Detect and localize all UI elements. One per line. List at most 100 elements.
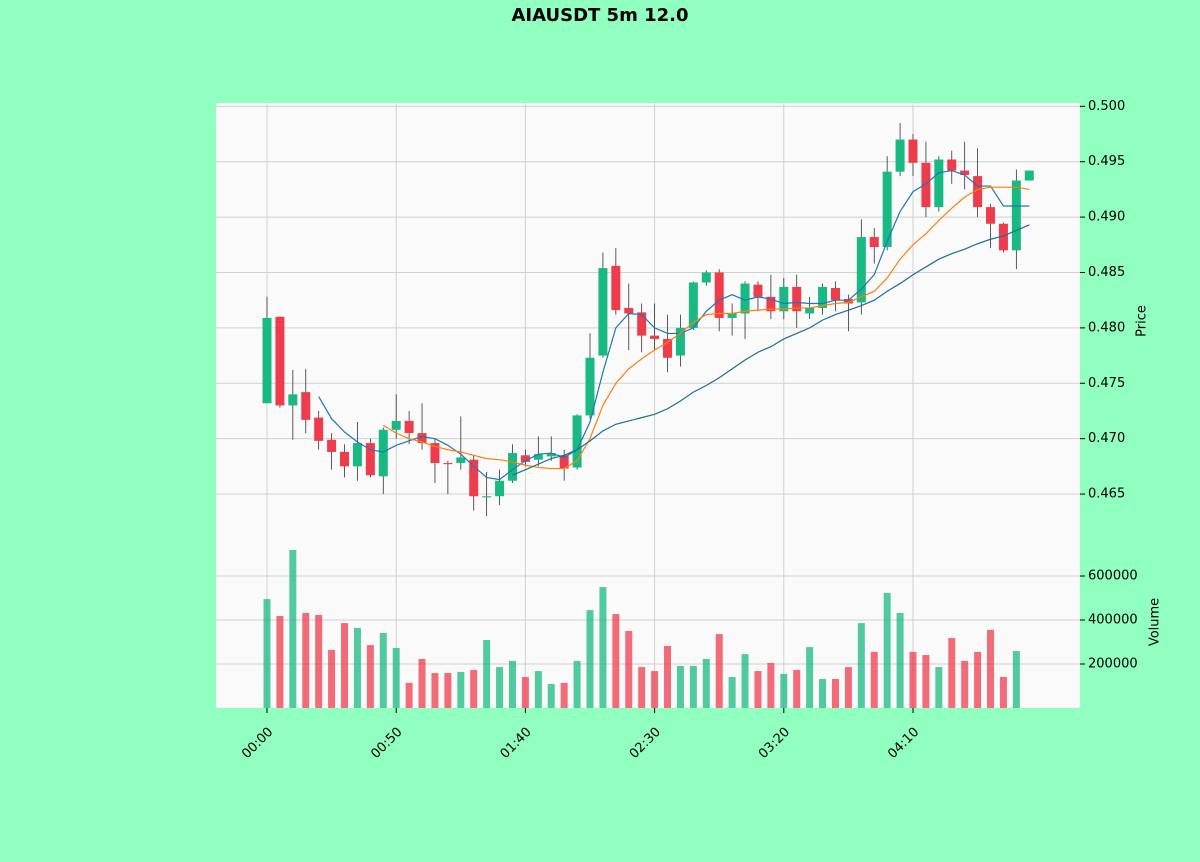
candle-body — [986, 207, 996, 224]
x-tick-label: 00:50 — [368, 725, 405, 762]
candle-body — [740, 283, 750, 314]
candle-body — [469, 459, 479, 497]
candle-body — [288, 394, 298, 406]
y2-tick-label: 200000 — [1088, 657, 1138, 672]
candle-body — [675, 327, 685, 356]
candle-body — [275, 316, 285, 406]
candle-body — [960, 170, 970, 176]
volume-bar — [870, 651, 878, 708]
x-tick-label: 00:00 — [239, 725, 276, 762]
volume-bar — [573, 660, 581, 708]
volume-bar — [806, 647, 814, 708]
candle-body — [998, 223, 1008, 251]
candle-body — [908, 139, 918, 163]
x-tick-label: 04:10 — [885, 725, 922, 762]
volume-bar — [961, 660, 969, 708]
volume-bar — [496, 667, 504, 708]
candle-body — [533, 454, 543, 460]
volume-bar — [263, 599, 271, 708]
volume-bar — [353, 627, 361, 708]
volume-bar — [974, 651, 982, 708]
volume-bar — [379, 632, 387, 708]
y-tick-label: 0.485 — [1088, 265, 1125, 280]
volume-bar — [302, 612, 310, 708]
volume-bar — [728, 676, 736, 708]
volume-bar — [586, 610, 594, 708]
candle-body — [546, 453, 556, 457]
candle-body — [818, 286, 828, 308]
candle-body — [714, 272, 724, 318]
volume-bar — [315, 614, 323, 708]
volume-bar — [418, 658, 426, 708]
volume-bar — [508, 660, 516, 708]
y-tick-label: 0.490 — [1088, 210, 1125, 225]
candle-body — [805, 307, 815, 314]
volume-bar — [767, 662, 775, 708]
volume-bar — [470, 669, 478, 708]
candle-body — [843, 299, 853, 304]
volume-bar — [521, 676, 529, 708]
candle-body — [921, 162, 931, 208]
candle-body — [262, 317, 272, 404]
moving-average-line — [318, 169, 1030, 481]
volume-bar — [289, 550, 297, 708]
y-tick-label: 0.470 — [1088, 431, 1125, 446]
candle-body — [611, 265, 621, 311]
volume-bar — [935, 667, 943, 708]
candle-body — [443, 463, 453, 465]
candle-body — [456, 457, 466, 464]
volume-bar — [922, 654, 930, 708]
candle-body — [378, 429, 388, 477]
candle-body — [727, 313, 737, 318]
candle-body — [624, 307, 634, 314]
volume-bar — [896, 612, 904, 708]
candle-body — [779, 286, 789, 312]
y-tick-label: 0.465 — [1088, 487, 1125, 502]
volume-bar — [547, 684, 555, 708]
candle-body — [559, 455, 569, 469]
volume-bar — [793, 669, 801, 708]
candle-body — [882, 171, 892, 248]
volume-bar — [948, 638, 956, 708]
volume-bar — [780, 673, 788, 708]
y-tick-label: 0.475 — [1088, 376, 1125, 391]
volume-bar — [883, 592, 891, 708]
volume-bar — [560, 682, 568, 708]
volume-bar — [999, 676, 1007, 708]
y-tick-label: 0.495 — [1088, 154, 1125, 169]
candle-body — [830, 287, 840, 301]
x-tick-label: 02:30 — [627, 725, 664, 762]
candle-body — [663, 338, 673, 358]
volume-bar — [831, 678, 839, 708]
volume-bar — [715, 634, 723, 708]
volume-bar — [457, 671, 465, 708]
candle-body — [404, 420, 414, 434]
candle-body — [947, 159, 957, 171]
candle-body — [340, 451, 350, 467]
candle-body — [314, 417, 324, 441]
moving-average-line — [512, 224, 1030, 476]
volume-bar — [664, 645, 672, 708]
volume-bar — [987, 629, 995, 708]
volume-bar — [366, 645, 374, 708]
candle-body — [766, 296, 776, 312]
candle-body — [753, 284, 763, 297]
volume-bar — [276, 616, 284, 708]
volume-bar — [431, 673, 439, 708]
volume-bar — [534, 671, 542, 708]
volume-bar — [819, 678, 827, 708]
volume-bar — [651, 671, 659, 708]
y-tick-label: 0.480 — [1088, 320, 1125, 335]
candle-body — [482, 496, 492, 498]
volume-bar — [392, 647, 400, 708]
candle-body — [507, 453, 517, 481]
candle-body — [869, 237, 879, 248]
volume-bar — [405, 682, 413, 708]
volume-bar — [599, 587, 607, 708]
candle-body — [301, 392, 311, 420]
candle-body — [417, 433, 427, 444]
volume-bar — [328, 649, 336, 708]
candle-body — [792, 286, 802, 312]
